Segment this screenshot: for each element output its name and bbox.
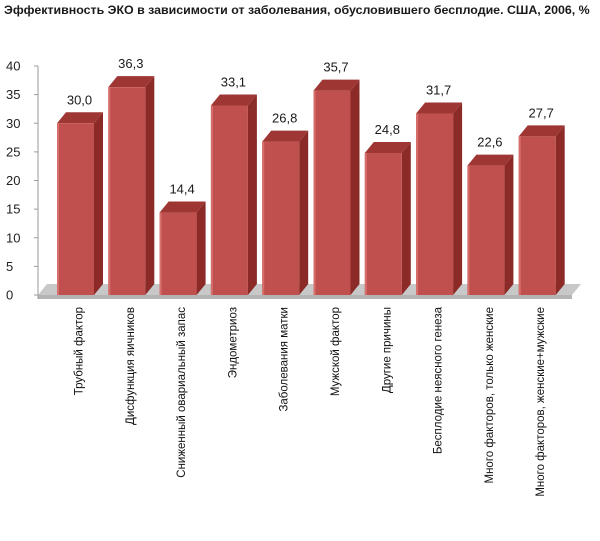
bar-highlight xyxy=(518,136,521,295)
y-tick-label: 40 xyxy=(6,59,20,74)
category-label: Много факторов, только женские xyxy=(484,307,496,483)
y-tick-label: 20 xyxy=(6,173,20,188)
y-tick-label: 25 xyxy=(6,144,20,159)
data-label: 27,7 xyxy=(529,105,554,120)
y-tick-label: 35 xyxy=(6,87,20,102)
bar-highlight xyxy=(313,90,316,296)
bar-top xyxy=(313,79,360,91)
bar-highlight xyxy=(159,212,162,295)
bar-highlight xyxy=(364,153,367,295)
data-label: 30,0 xyxy=(67,92,92,107)
bar-top xyxy=(210,94,257,106)
bar-top xyxy=(57,112,103,124)
category-label: Мужской фактор xyxy=(330,307,342,396)
bar xyxy=(416,113,454,295)
bar xyxy=(108,87,146,296)
bar-side xyxy=(350,79,360,296)
bar-highlight xyxy=(467,165,470,295)
bar-side xyxy=(94,112,103,295)
bar xyxy=(262,141,300,295)
bar xyxy=(518,136,556,295)
y-tick-label: 10 xyxy=(6,230,20,245)
data-label: 26,8 xyxy=(272,111,297,126)
y-tick-label: 15 xyxy=(6,202,20,217)
bar-highlight xyxy=(108,87,111,296)
bar xyxy=(467,165,505,295)
bar-top xyxy=(262,130,309,142)
bar-side xyxy=(299,130,309,295)
bar-side xyxy=(247,94,257,295)
category-label: Много факторов, женские+мужские xyxy=(535,307,547,497)
bar-top xyxy=(108,76,155,88)
y-tick-label: 5 xyxy=(6,259,13,274)
bar-side xyxy=(504,154,514,295)
bar-side xyxy=(196,201,206,295)
category-label: Сниженный овариальный запас xyxy=(176,307,188,478)
data-label: 22,6 xyxy=(477,135,502,150)
bar xyxy=(159,212,197,295)
bar-side xyxy=(145,76,155,296)
bar-top xyxy=(467,154,514,166)
category-label: Заболевания матки xyxy=(279,307,291,412)
bar-top xyxy=(159,201,206,213)
bar xyxy=(57,123,94,295)
bar xyxy=(210,105,248,295)
chart-title: Эффективность ЭКО в зависимости от забол… xyxy=(4,3,590,17)
bar xyxy=(313,90,351,296)
data-label: 31,7 xyxy=(426,83,451,98)
data-label: 14,4 xyxy=(169,182,194,197)
bar-top xyxy=(364,142,411,154)
bar-highlight xyxy=(416,113,419,295)
chart-floor-edge xyxy=(38,295,572,299)
category-label: Дисфункция яичников xyxy=(125,307,137,425)
data-label: 33,1 xyxy=(221,75,246,90)
bar xyxy=(364,153,402,295)
bar-highlight xyxy=(57,123,59,295)
bar-top xyxy=(518,125,565,137)
data-label: 36,3 xyxy=(118,56,143,71)
bar-side xyxy=(555,125,565,295)
bar-side xyxy=(453,102,463,295)
bar-side xyxy=(401,142,411,295)
bar-top xyxy=(416,102,463,114)
data-label: 35,7 xyxy=(323,60,348,75)
category-label: Эндометриоз xyxy=(227,307,239,378)
bar-highlight xyxy=(262,141,265,295)
y-tick-label: 30 xyxy=(6,116,20,131)
data-label: 24,8 xyxy=(375,122,400,137)
y-tick-label: 0 xyxy=(6,288,13,303)
category-label: Другие причины xyxy=(381,307,393,393)
bar-highlight xyxy=(210,105,213,295)
category-label: Трубный фактор xyxy=(74,307,86,395)
category-label: Бесплодие неясного генеза xyxy=(433,306,445,454)
